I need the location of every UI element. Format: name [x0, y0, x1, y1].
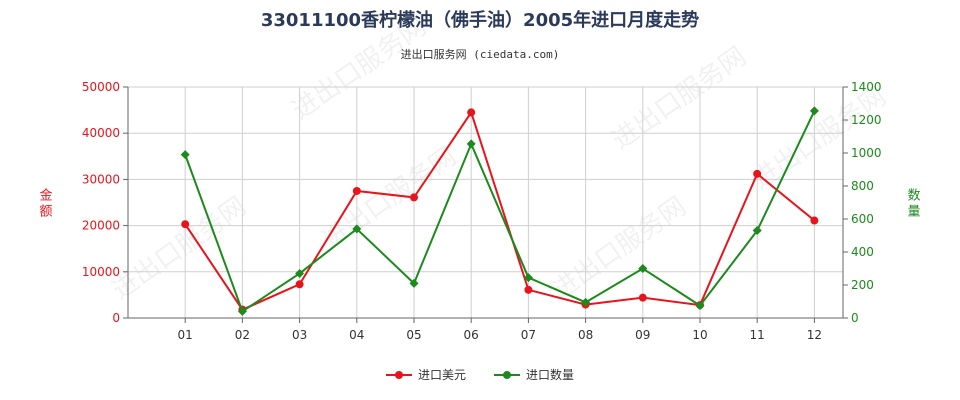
- x-tick-label: 08: [578, 328, 593, 342]
- chart-legend: 进口美元 进口数量: [0, 366, 960, 383]
- data-point-qty-04: [352, 224, 362, 234]
- x-tick-label: 05: [406, 328, 421, 342]
- y-right-axis-label: 数: [907, 189, 920, 204]
- x-tick-label: 09: [635, 328, 650, 342]
- data-point-qty-06: [466, 139, 476, 149]
- y-left-tick-label: 20000: [82, 219, 120, 233]
- chart-subtitle: 进出口服务网 (ciedata.com): [400, 48, 560, 61]
- data-point-qty-11: [752, 226, 762, 236]
- watermark-text: 进出口服务网: [287, 12, 432, 126]
- data-point-qty-07: [523, 273, 533, 283]
- y-left-tick-label: 10000: [82, 265, 120, 279]
- series-line-usd: [184, 110, 816, 311]
- series-line-qty: [184, 110, 816, 313]
- data-point-qty-09: [638, 264, 648, 273]
- data-point-usd-09: [638, 293, 647, 302]
- data-point-usd-05: [410, 193, 418, 202]
- x-tick-label: 04: [349, 328, 364, 342]
- x-tick-label: 11: [750, 328, 765, 342]
- legend-swatch-qty: [494, 370, 520, 379]
- legend-swatch-usd: [385, 370, 412, 379]
- data-point-usd-03: [295, 280, 304, 289]
- data-point-usd-12: [810, 216, 819, 225]
- y-right-tick-label: 800: [851, 179, 874, 193]
- legend-item-usd[interactable]: 进口美元: [385, 366, 466, 383]
- y-right-axis-label: 量: [907, 205, 920, 220]
- x-tick-label: 02: [235, 328, 250, 342]
- legend-label-qty: 进口数量: [526, 368, 575, 382]
- y-right-tick-label: 200: [851, 278, 874, 292]
- data-point-usd-07: [524, 285, 533, 294]
- x-tick-label: 07: [521, 328, 536, 342]
- legend-item-qty[interactable]: 进口数量: [494, 366, 574, 383]
- y-right-tick-label: 1400: [851, 80, 882, 94]
- y-right-tick-label: 1000: [851, 146, 882, 160]
- y-right-tick-label: 400: [851, 245, 874, 259]
- x-tick-label: 01: [178, 328, 193, 342]
- x-tick-label: 12: [807, 328, 822, 342]
- x-tick-label: 06: [464, 328, 479, 342]
- data-point-qty-12: [809, 106, 819, 116]
- watermark-text: 进出口服务网: [607, 42, 752, 156]
- y-right-tick-label: 1200: [851, 113, 882, 127]
- y-left-tick-label: 50000: [82, 80, 120, 94]
- watermark-text: 进出口服务网: [547, 192, 692, 306]
- x-tick-label: 03: [292, 328, 307, 342]
- data-point-qty-05: [409, 278, 419, 288]
- data-point-qty-02: [237, 306, 247, 316]
- data-point-qty-10: [695, 301, 705, 311]
- data-point-usd-11: [753, 169, 762, 178]
- x-tick-label: 10: [692, 328, 707, 342]
- y-left-axis-label: 额: [39, 205, 52, 220]
- chart-title: 33011100香柠檬油（佛手油）2005年进口月度走势: [260, 10, 700, 31]
- data-point-usd-01: [181, 220, 190, 229]
- data-point-qty-03: [295, 268, 305, 278]
- y-left-tick-label: 30000: [82, 172, 120, 186]
- watermark-text: 进出口服务网: [107, 192, 252, 306]
- data-point-usd-06: [467, 108, 476, 117]
- data-point-qty-01: [180, 150, 190, 160]
- data-point-qty-08: [581, 297, 591, 307]
- y-right-tick-label: 600: [851, 212, 874, 226]
- y-left-tick-label: 0: [112, 311, 120, 325]
- data-point-usd-04: [352, 186, 361, 195]
- y-right-tick-label: 0: [851, 311, 859, 325]
- y-left-tick-label: 40000: [82, 126, 120, 140]
- y-left-axis-label: 金: [39, 188, 52, 204]
- legend-label-usd: 进口美元: [417, 368, 466, 382]
